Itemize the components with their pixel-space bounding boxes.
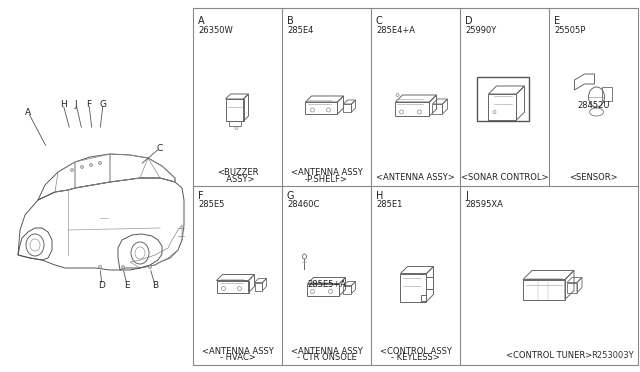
Text: F: F bbox=[86, 99, 92, 109]
Bar bbox=[228, 121, 241, 126]
Text: 285E5: 285E5 bbox=[198, 200, 225, 209]
Text: ASSY>: ASSY> bbox=[221, 174, 254, 183]
Text: <CONTROL ASSY: <CONTROL ASSY bbox=[380, 346, 451, 356]
Text: - KEYLESS>: - KEYLESS> bbox=[391, 353, 440, 362]
Text: <BUZZER: <BUZZER bbox=[217, 167, 259, 176]
Text: C: C bbox=[157, 144, 163, 153]
Text: - HVAC>: - HVAC> bbox=[220, 353, 255, 362]
Text: 28595XA: 28595XA bbox=[465, 200, 503, 209]
Text: B: B bbox=[287, 16, 294, 26]
Text: H: H bbox=[376, 191, 383, 201]
Ellipse shape bbox=[148, 266, 152, 269]
Text: F: F bbox=[198, 191, 204, 201]
Ellipse shape bbox=[99, 161, 102, 164]
Text: G: G bbox=[287, 191, 294, 201]
Text: 26350W: 26350W bbox=[198, 26, 233, 35]
Text: H: H bbox=[60, 99, 67, 109]
Text: E: E bbox=[124, 280, 130, 289]
Bar bbox=[477, 77, 529, 121]
Text: <ANTENNA ASSY>: <ANTENNA ASSY> bbox=[376, 173, 455, 182]
Text: <ANTENNA ASSY: <ANTENNA ASSY bbox=[291, 346, 362, 356]
Bar bbox=[602, 87, 612, 101]
Text: 285E4+A: 285E4+A bbox=[376, 26, 415, 35]
Text: D: D bbox=[465, 16, 472, 26]
Ellipse shape bbox=[70, 169, 74, 171]
Bar bbox=[193, 8, 638, 365]
Text: <SENSOR>: <SENSOR> bbox=[569, 173, 618, 182]
Text: J: J bbox=[465, 191, 468, 201]
Text: C: C bbox=[376, 16, 383, 26]
Text: B: B bbox=[152, 280, 158, 289]
Text: 28452U: 28452U bbox=[577, 102, 610, 110]
Text: 285E4: 285E4 bbox=[287, 26, 314, 35]
Text: <CONTROL TUNER>: <CONTROL TUNER> bbox=[506, 352, 592, 360]
Text: <ANTENNA ASSY: <ANTENNA ASSY bbox=[202, 346, 273, 356]
Text: <SONAR CONTROL>: <SONAR CONTROL> bbox=[461, 173, 548, 182]
Text: - CTR ONSOLE: - CTR ONSOLE bbox=[296, 353, 356, 362]
Text: -P.SHELF>: -P.SHELF> bbox=[305, 174, 348, 183]
Text: J: J bbox=[75, 99, 77, 109]
Text: G: G bbox=[99, 99, 106, 109]
Text: 25990Y: 25990Y bbox=[465, 26, 496, 35]
Text: 285E1: 285E1 bbox=[376, 200, 403, 209]
Text: 285E5+A: 285E5+A bbox=[307, 280, 346, 289]
Text: R253003Y: R253003Y bbox=[591, 351, 634, 360]
Text: A: A bbox=[198, 16, 205, 26]
Text: A: A bbox=[25, 108, 31, 116]
Ellipse shape bbox=[81, 166, 83, 169]
Text: <ANTENNA ASSY: <ANTENNA ASSY bbox=[291, 167, 362, 176]
Text: D: D bbox=[99, 280, 106, 289]
Text: 25505P: 25505P bbox=[554, 26, 586, 35]
Ellipse shape bbox=[122, 266, 125, 269]
Text: E: E bbox=[554, 16, 560, 26]
Ellipse shape bbox=[90, 164, 93, 167]
Text: 28460C: 28460C bbox=[287, 200, 319, 209]
Ellipse shape bbox=[99, 266, 102, 269]
